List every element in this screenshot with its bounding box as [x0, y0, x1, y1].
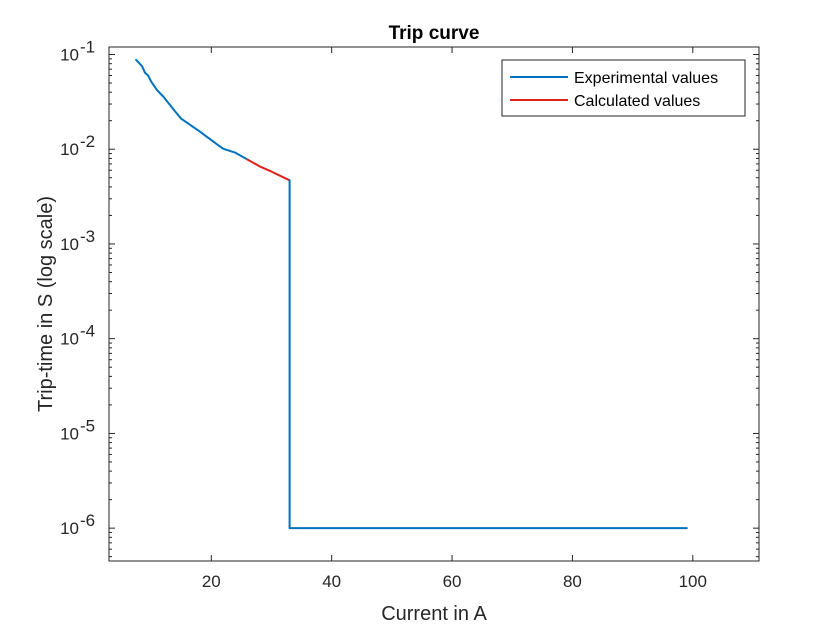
y-tick-exponent: -2	[80, 132, 95, 151]
series-line-1	[246, 158, 291, 182]
y-tick-label: 10	[60, 235, 79, 254]
y-tick-exponent: -4	[80, 322, 95, 341]
y-tick-label: 10	[60, 330, 79, 349]
x-axis: 20 40 60 80 100	[202, 47, 707, 591]
series-line-0	[135, 58, 249, 161]
y-tick-label: 10	[60, 140, 79, 159]
legend: Experimental values Calculated values	[501, 59, 746, 117]
series-line-2	[288, 179, 688, 530]
x-tick-label: 20	[202, 572, 221, 591]
x-tick-label: 40	[322, 572, 341, 591]
y-tick-exponent: -5	[80, 416, 95, 435]
legend-box	[501, 59, 746, 117]
y-tick-exponent: -3	[80, 227, 95, 246]
legend-entry-calculated: Calculated values	[574, 93, 700, 110]
x-tick-label: 100	[679, 572, 707, 591]
y-tick-exponent: -1	[80, 38, 95, 57]
y-tick-label: 10	[60, 519, 79, 538]
series-layer	[135, 58, 688, 530]
y-axis-label: Trip-time in S (log scale)	[35, 196, 57, 412]
plot-area	[109, 47, 759, 561]
y-tick-exponent: -6	[80, 511, 95, 530]
x-tick-label: 80	[563, 572, 582, 591]
y-tick-label: 10	[60, 46, 79, 65]
legend-entry-experimental: Experimental values	[574, 70, 718, 87]
x-axis-label: Current in A	[381, 603, 487, 625]
x-tick-label: 60	[443, 572, 462, 591]
chart-title: Trip curve	[389, 23, 480, 44]
axes-box	[108, 46, 760, 562]
y-tick-label: 10	[60, 424, 79, 443]
y-axis: 10-110-210-310-410-510-6	[60, 38, 759, 558]
